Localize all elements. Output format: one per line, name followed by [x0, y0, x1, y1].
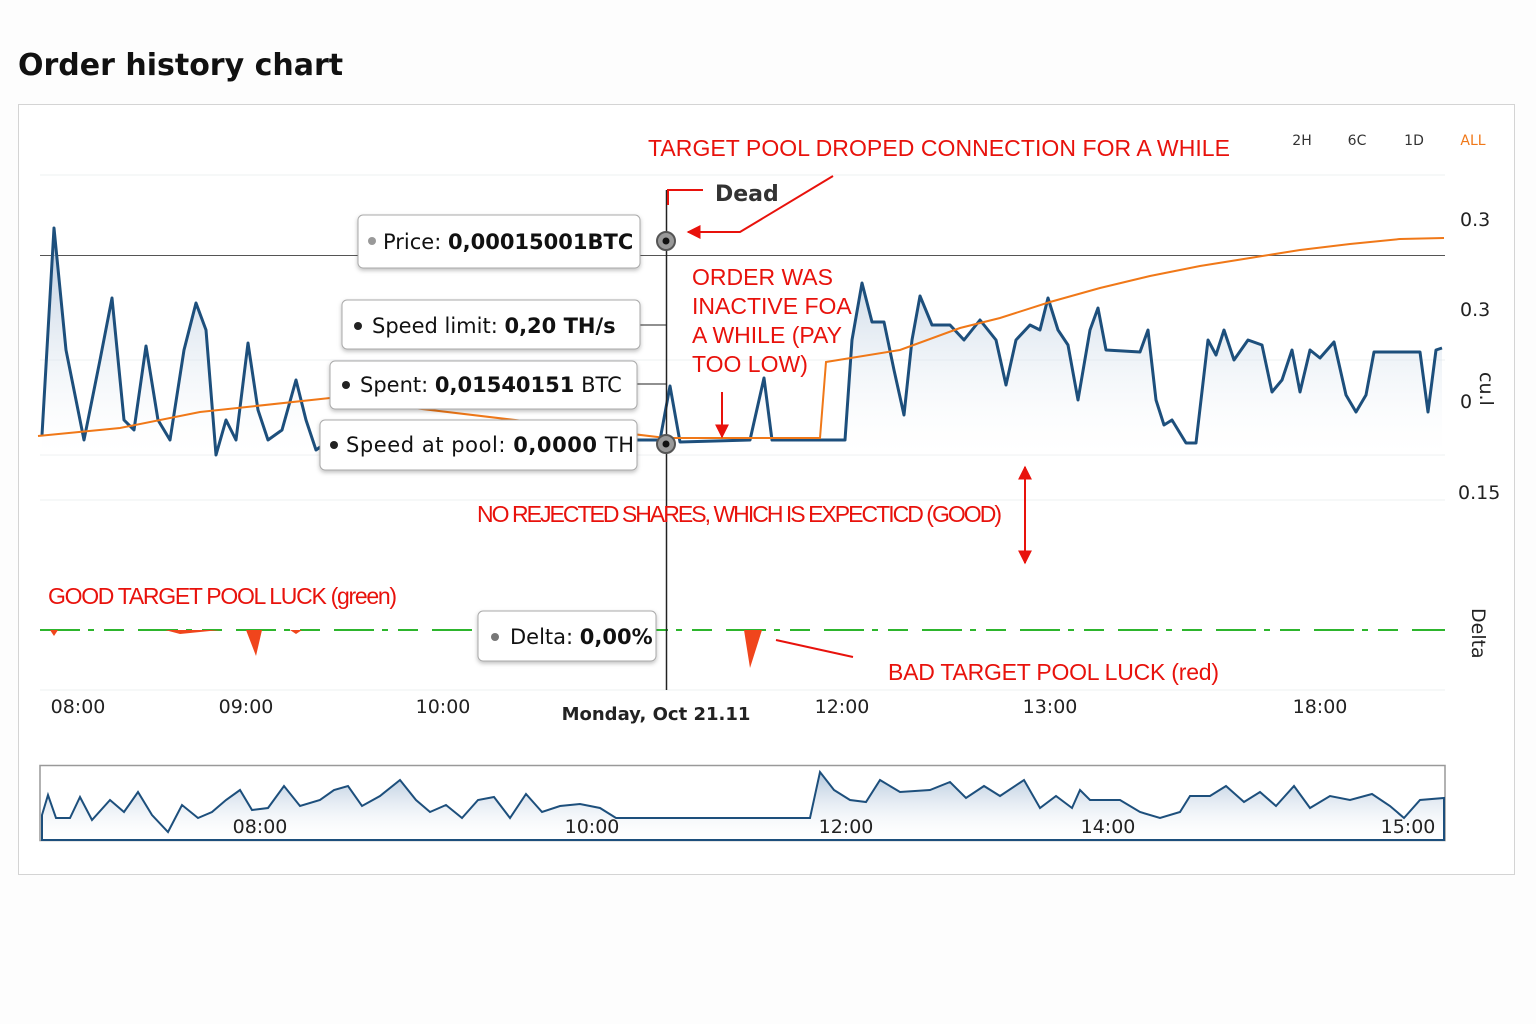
tooltip-bullet — [342, 381, 350, 389]
navigator[interactable]: 08:00 10:00 12:00 14:00 15:00 — [39, 764, 1446, 842]
annotation: TARGET POOL DROPED CONNECTION FOR A WHIL… — [648, 135, 1230, 161]
annotation: INACTIVE FOA — [692, 293, 852, 319]
tooltip-text: Speed at pool: 0,0000 TH — [346, 433, 634, 457]
point-marker-dot — [662, 237, 670, 245]
range-button[interactable]: 1D — [1404, 133, 1424, 149]
y-axis-title: cu.l — [1475, 372, 1497, 406]
x-tick-label: 10:00 — [416, 696, 471, 718]
annotation: NO REJECTED SHARES, WHICH IS EXPECTICD (… — [477, 501, 1002, 527]
tooltip-value: 0,00015001BTC — [448, 230, 633, 254]
range-button[interactable]: 6C — [1348, 133, 1367, 149]
navigator-label: 08:00 — [233, 816, 288, 838]
tooltip-bullet — [368, 237, 376, 245]
y-tick-label: 0.3 — [1460, 299, 1490, 321]
dead-bracket — [667, 189, 703, 205]
tooltip: Delta: 0,00% — [477, 610, 657, 662]
navigator-label: 10:00 — [565, 816, 620, 838]
tooltip-label: Speed limit: — [372, 314, 498, 338]
x-tick-label: 09:00 — [219, 696, 274, 718]
annotation-arrow — [686, 175, 834, 239]
tooltip-value: 0,00% — [580, 625, 653, 649]
annotation: A WHILE (PAY — [692, 322, 842, 348]
tooltip: Speed at pool: 0,0000 TH — [319, 419, 638, 471]
tooltip-box — [357, 214, 641, 269]
delta-axis-title: Delta — [1467, 608, 1489, 659]
tooltip-value: 0,0000 — [513, 433, 597, 457]
tooltip-text: Speed limit: 0,20 TH/s — [372, 314, 616, 338]
tooltip-text: Price: 0,00015001BTC — [383, 230, 633, 254]
annotation: GOOD TARGET POOL LUCK (green) — [48, 583, 397, 609]
navigator-label: 15:00 — [1381, 816, 1436, 838]
range-button-active[interactable]: ALL — [1460, 133, 1485, 149]
navigator-label: 14:00 — [1081, 816, 1136, 838]
speed-area — [42, 228, 1442, 455]
tooltip-bullet — [330, 441, 338, 449]
annotation: ORDER WAS — [692, 264, 833, 290]
chart-panel — [18, 104, 1515, 875]
range-button[interactable]: 2H — [1292, 133, 1311, 149]
x-tick-label: 12:00 — [815, 696, 870, 718]
annotation-arrow — [775, 639, 854, 658]
page-title: Order history chart — [18, 48, 343, 83]
tooltip-box — [341, 299, 641, 350]
tooltip-box — [329, 360, 638, 410]
annotation: BAD TARGET POOL LUCK (red) — [888, 659, 1219, 685]
tooltip-label: Delta: — [510, 625, 573, 649]
tooltip-unit: TH — [604, 433, 634, 457]
tooltip-bullet — [491, 633, 499, 641]
crosshair-date: Monday, Oct 21.11 — [562, 704, 751, 725]
point-marker-dot — [662, 440, 670, 448]
y-tick-label: 0.3 — [1460, 209, 1490, 231]
tooltip-label: Price: — [383, 230, 441, 254]
x-tick-label: 13:00 — [1023, 696, 1078, 718]
tooltip: Speed limit: 0,20 TH/s — [341, 299, 641, 350]
speed-line — [40, 226, 1443, 457]
x-tick-label: 08:00 — [51, 696, 106, 718]
y-tick-label: 0.15 — [1458, 482, 1500, 504]
tooltip-box — [319, 419, 638, 471]
tooltip-label: Spent: — [360, 373, 428, 397]
y-tick-label: 0 — [1460, 391, 1472, 413]
tooltip-value: 0,20 TH/s — [504, 314, 615, 338]
annotation: TOO LOW) — [692, 351, 808, 377]
marker-label: Dead — [715, 182, 779, 207]
navigator-label: 12:00 — [819, 816, 874, 838]
tooltip-text: Delta: 0,00% — [510, 625, 653, 649]
x-tick-label: 18:00 — [1293, 696, 1348, 718]
tooltip: Price: 0,00015001BTC — [357, 214, 641, 269]
range-selector: 2H 6C 1D ALL — [1292, 133, 1486, 149]
tooltip-value: 0,01540151 — [435, 373, 574, 397]
tooltip-bullet — [354, 322, 362, 330]
tooltip-text: Spent: 0,01540151 BTC — [360, 373, 622, 397]
tooltip-box — [477, 610, 657, 662]
tooltip-label: Speed at pool: — [346, 433, 505, 457]
tooltip: Spent: 0,01540151 BTC — [329, 360, 638, 410]
navigator-area — [41, 769, 1445, 841]
tooltip-unit: BTC — [581, 373, 622, 397]
